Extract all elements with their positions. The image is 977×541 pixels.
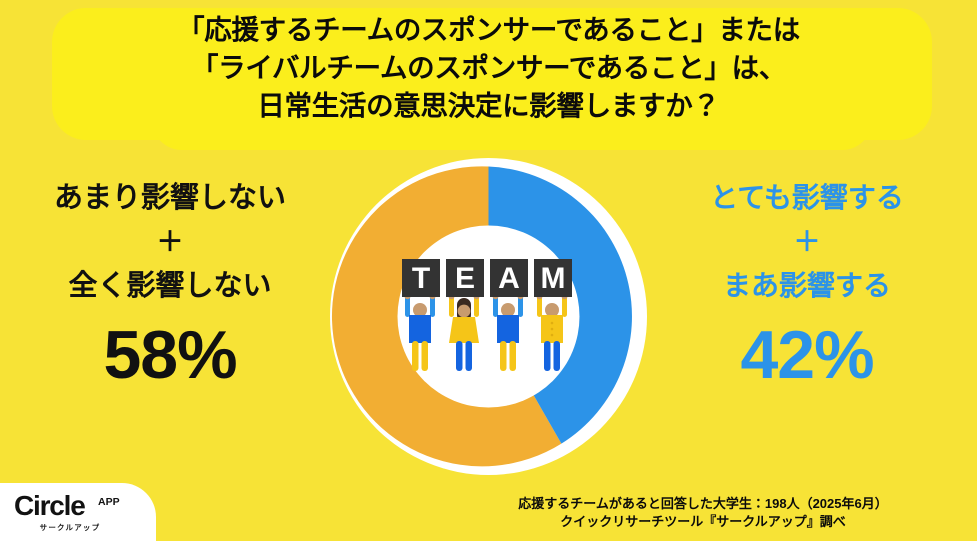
team-letter-a: A xyxy=(498,262,520,295)
person-1 xyxy=(404,292,436,371)
legend-influenced: とても影響する ＋ まあ影響する 42% xyxy=(637,178,977,394)
source-note-line-2: クイックリサーチツール『サークルアップ』調べ xyxy=(560,514,846,529)
logo-panel: Circle APP サークルアップ xyxy=(0,483,156,541)
legend-not-influenced: あまり影響しない ＋ 全く影響しない 58% xyxy=(0,178,340,394)
team-illustration: T E A M xyxy=(396,255,582,380)
donut-chart xyxy=(330,158,647,475)
source-note: 応援するチームがあると回答した大学生：198人（2025年6月） クイックリサー… xyxy=(443,495,963,531)
left-percentage: 58% xyxy=(103,317,237,393)
title-line-3: 日常生活の意思決定に影響しますか？ xyxy=(257,90,720,121)
person-3 xyxy=(492,292,524,371)
right-plus-sign: ＋ xyxy=(793,227,821,257)
team-illustration-svg: T E A M xyxy=(402,259,572,371)
logo-app-superscript: APP xyxy=(98,496,120,508)
left-plus-sign: ＋ xyxy=(156,227,184,257)
logo-wordmark-row: Circle APP xyxy=(14,491,142,521)
logo-subtitle: サークルアップ xyxy=(39,523,101,532)
title-line-2: 「ライバルチームのスポンサーであること」は、 xyxy=(190,52,787,83)
right-label-line-1: とても影響する xyxy=(710,182,904,213)
left-label-line-2: 全く影響しない xyxy=(68,270,272,302)
team-letter-card-a: A xyxy=(490,259,528,297)
person-4 xyxy=(536,292,568,371)
logo: Circle APP サークルアップ xyxy=(14,491,142,533)
team-letter-card-e: E xyxy=(446,259,484,297)
title-line-1: 「応援するチームのスポンサーであること」または xyxy=(177,14,800,45)
title-highlight-shape xyxy=(52,8,932,150)
donut-chart-svg xyxy=(330,158,647,475)
team-letter-m: M xyxy=(541,262,566,295)
team-letter-card-t: T xyxy=(402,259,440,297)
team-letter-card-m: M xyxy=(534,259,572,297)
logo-wordmark-text: Circle xyxy=(14,490,86,521)
left-label-line-1: あまり影響しない xyxy=(53,182,286,214)
right-percentage: 42% xyxy=(740,317,874,393)
team-letter-t: T xyxy=(412,262,430,295)
person-2 xyxy=(448,292,480,371)
page-title: 「応援するチームのスポンサーであること」または 「ライバルチームのスポンサーであ… xyxy=(0,11,977,125)
source-note-line-1: 応援するチームがあると回答した大学生：198人（2025年6月） xyxy=(518,496,888,511)
right-label-line-2: まあ影響する xyxy=(722,270,891,301)
team-letter-e: E xyxy=(455,262,475,295)
